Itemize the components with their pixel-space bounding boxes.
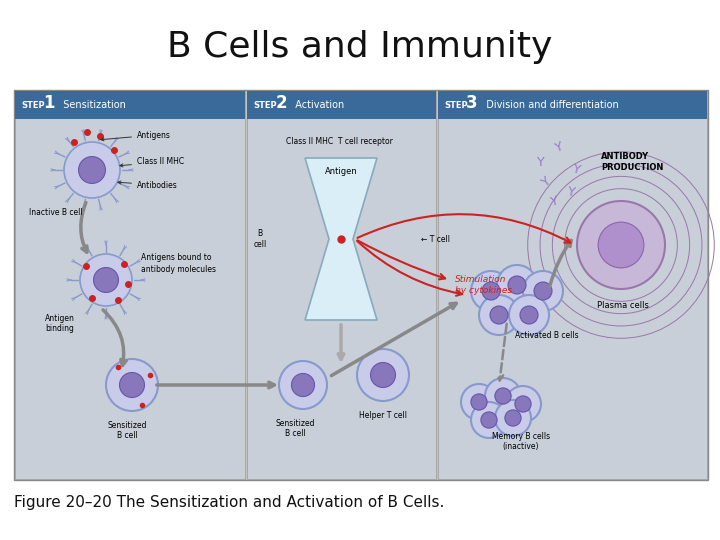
Circle shape xyxy=(371,362,395,388)
Circle shape xyxy=(485,378,521,414)
Circle shape xyxy=(120,373,145,397)
Text: ← T cell: ← T cell xyxy=(421,234,450,244)
Circle shape xyxy=(481,412,497,428)
Text: 2: 2 xyxy=(276,94,287,112)
FancyBboxPatch shape xyxy=(438,91,707,479)
Text: Memory B cells: Memory B cells xyxy=(492,432,550,441)
Text: B Cells and Immunity: B Cells and Immunity xyxy=(167,30,553,64)
Text: B cell: B cell xyxy=(117,431,138,440)
Text: Antigen: Antigen xyxy=(325,167,357,177)
Circle shape xyxy=(94,267,119,293)
Text: B cell: B cell xyxy=(284,429,305,438)
Text: Antigens: Antigens xyxy=(101,131,171,141)
Circle shape xyxy=(495,388,511,404)
Text: Plasma cells: Plasma cells xyxy=(597,301,649,310)
Text: 3: 3 xyxy=(467,94,478,112)
Text: (inactive): (inactive) xyxy=(503,442,539,451)
Circle shape xyxy=(515,396,531,412)
Circle shape xyxy=(80,254,132,306)
Circle shape xyxy=(598,222,644,268)
Circle shape xyxy=(520,306,538,324)
Text: Y: Y xyxy=(572,163,582,177)
Text: Y: Y xyxy=(537,156,545,168)
Text: Activation: Activation xyxy=(289,100,345,110)
Circle shape xyxy=(534,282,552,300)
Circle shape xyxy=(505,386,541,422)
Text: Antibodies: Antibodies xyxy=(118,180,178,190)
Text: binding: binding xyxy=(45,324,74,333)
Text: Y: Y xyxy=(540,174,554,190)
Circle shape xyxy=(471,402,507,438)
Text: STEP: STEP xyxy=(444,100,468,110)
Circle shape xyxy=(357,349,409,401)
Text: ANTIBODY
PRODUCTION: ANTIBODY PRODUCTION xyxy=(601,152,663,172)
FancyBboxPatch shape xyxy=(438,91,707,119)
Text: Sensitized: Sensitized xyxy=(275,419,315,428)
Circle shape xyxy=(509,295,549,335)
Text: Activated B cells: Activated B cells xyxy=(516,331,579,340)
Circle shape xyxy=(479,295,519,335)
Text: Inactive B cell: Inactive B cell xyxy=(30,208,83,217)
Text: Class II MHC  T cell receptor: Class II MHC T cell receptor xyxy=(286,137,392,146)
FancyBboxPatch shape xyxy=(248,91,436,479)
Text: Antigens bound to: Antigens bound to xyxy=(141,253,212,262)
Circle shape xyxy=(471,394,487,410)
FancyBboxPatch shape xyxy=(15,91,246,479)
Circle shape xyxy=(505,410,521,426)
Circle shape xyxy=(577,201,665,289)
Circle shape xyxy=(497,265,537,305)
Text: STEP: STEP xyxy=(253,100,277,110)
Circle shape xyxy=(482,282,500,300)
Text: Stimulation
by cytokines: Stimulation by cytokines xyxy=(455,275,512,295)
Circle shape xyxy=(508,276,526,294)
Text: Sensitized: Sensitized xyxy=(107,421,147,430)
Text: antibody molecules: antibody molecules xyxy=(141,266,216,274)
Circle shape xyxy=(292,374,315,396)
Circle shape xyxy=(279,361,327,409)
Text: Y: Y xyxy=(553,139,564,154)
Polygon shape xyxy=(305,158,377,320)
Text: Y: Y xyxy=(566,185,576,199)
Circle shape xyxy=(64,142,120,198)
Circle shape xyxy=(490,306,508,324)
Circle shape xyxy=(495,400,531,436)
Text: Y: Y xyxy=(549,195,560,210)
Text: Division and differentiation: Division and differentiation xyxy=(480,100,619,110)
FancyBboxPatch shape xyxy=(248,91,436,119)
Text: 1: 1 xyxy=(43,94,55,112)
FancyBboxPatch shape xyxy=(15,91,246,119)
Text: Class II MHC: Class II MHC xyxy=(120,158,184,167)
FancyBboxPatch shape xyxy=(14,90,708,480)
Text: Figure 20–20 The Sensitization and Activation of B Cells.: Figure 20–20 The Sensitization and Activ… xyxy=(14,495,444,510)
Circle shape xyxy=(471,271,511,311)
Text: Helper T cell: Helper T cell xyxy=(359,411,407,420)
Text: B
cell: B cell xyxy=(253,230,266,249)
Text: Sensitization: Sensitization xyxy=(57,100,126,110)
Circle shape xyxy=(78,157,105,184)
Circle shape xyxy=(523,271,563,311)
Circle shape xyxy=(106,359,158,411)
Text: STEP: STEP xyxy=(21,100,45,110)
Text: Antigen: Antigen xyxy=(45,314,75,323)
Circle shape xyxy=(461,384,497,420)
